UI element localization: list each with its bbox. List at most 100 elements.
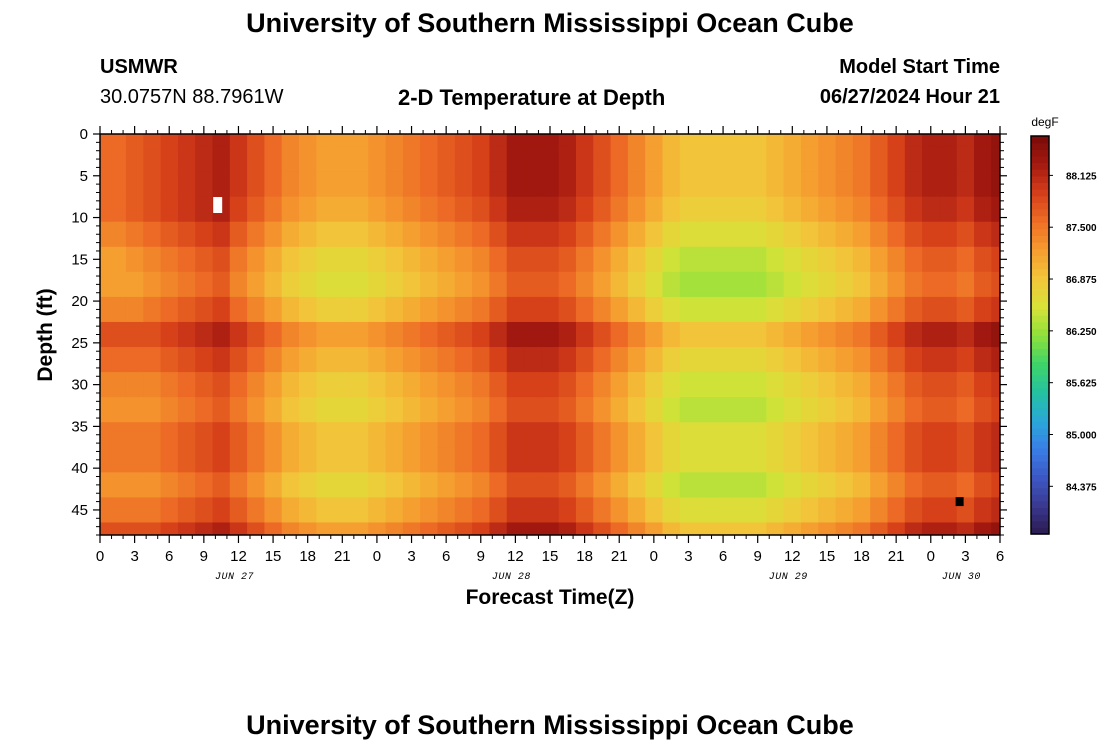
heatmap-cell: [195, 171, 214, 198]
heatmap-cell: [714, 372, 733, 398]
heatmap-cell: [766, 146, 785, 173]
heatmap-cell: [125, 271, 144, 298]
heatmap-cell: [281, 447, 300, 473]
heatmap-cell: [662, 146, 681, 173]
heatmap-cell: [264, 321, 283, 348]
colorbar-segment: [1031, 368, 1049, 376]
heatmap-cell: [818, 146, 837, 173]
heatmap-cell: [108, 497, 127, 524]
heatmap-cell: [281, 146, 300, 173]
heatmap-cell: [437, 321, 456, 348]
heatmap-cell: [160, 271, 179, 298]
heatmap-cell: [333, 171, 352, 198]
y-tick-label: 35: [71, 418, 88, 435]
heatmap-cell: [402, 196, 421, 223]
heatmap-cell: [506, 296, 525, 323]
heatmap-cell: [108, 472, 127, 499]
heatmap-cell: [870, 372, 889, 398]
heatmap-cell: [368, 497, 387, 524]
heatmap-cell: [974, 296, 992, 323]
heatmap-cell: [229, 347, 248, 373]
heatmap-cell: [143, 134, 162, 148]
heatmap-cell: [697, 134, 716, 148]
heatmap-cell: [437, 472, 456, 499]
heatmap-cell: [852, 134, 871, 148]
heatmap-cell: [904, 134, 923, 148]
heatmap-cell: [368, 447, 387, 473]
heatmap-cell: [679, 221, 698, 248]
heatmap-cell: [714, 321, 733, 348]
heatmap-cell: [731, 221, 750, 248]
heatmap-cell: [506, 522, 525, 535]
heatmap-cell: [247, 134, 266, 148]
heatmap-cell: [316, 347, 335, 373]
heatmap-cell: [472, 472, 491, 499]
heatmap-cell: [627, 246, 646, 273]
heatmap-cell: [679, 321, 698, 348]
heatmap-cell: [108, 171, 127, 198]
heatmap-cell: [350, 522, 369, 535]
heatmap-cell: [281, 171, 300, 198]
heatmap-cell: [247, 321, 266, 348]
heatmap-cell: [368, 271, 387, 298]
heatmap-cell: [749, 171, 767, 198]
heatmap-cell: [904, 171, 923, 198]
heatmap-cell: [333, 447, 352, 473]
heatmap-cell: [697, 321, 716, 348]
heatmap-cell: [679, 296, 698, 323]
heatmap-cell: [610, 271, 629, 298]
heatmap-cell: [541, 146, 560, 173]
colorbar-segment: [1031, 262, 1049, 270]
heatmap-cell: [575, 472, 594, 499]
heatmap-cell: [731, 321, 750, 348]
heatmap-cell: [662, 171, 681, 198]
heatmap-cell: [904, 146, 923, 173]
heatmap-cell: [177, 246, 196, 273]
heatmap-cell: [887, 347, 906, 373]
colorbar-segment: [1031, 288, 1049, 296]
heatmap-cell: [350, 171, 369, 198]
heatmap-cell: [108, 372, 127, 398]
heatmap-cell: [904, 372, 923, 398]
heatmap-cell: [956, 372, 975, 398]
heatmap-cell: [229, 296, 248, 323]
heatmap-cell: [679, 271, 698, 298]
heatmap-cell: [177, 321, 196, 348]
heatmap-cell: [904, 497, 923, 524]
heatmap-cell: [645, 146, 664, 173]
y-tick-label: 0: [80, 126, 88, 143]
heatmap-cell: [749, 372, 767, 398]
heatmap-cell: [420, 422, 439, 448]
heatmap-cell: [368, 171, 387, 198]
heatmap-cell: [714, 347, 733, 373]
heatmap-cell: [281, 347, 300, 373]
heatmap-cell: [800, 271, 819, 298]
heatmap-cell: [281, 321, 300, 348]
heatmap-cell: [368, 296, 387, 323]
heatmap-cell: [835, 397, 854, 423]
heatmap-cell: [766, 422, 785, 448]
heatmap-cell: [974, 447, 992, 473]
heatmap-cell: [281, 196, 300, 223]
heatmap-cell: [402, 397, 421, 423]
heatmap-cell: [627, 397, 646, 423]
x-tick-label: 3: [684, 548, 692, 565]
x-tick-label: 9: [477, 548, 485, 565]
heatmap-cell: [437, 347, 456, 373]
heatmap-cell: [195, 522, 214, 535]
heatmap-cell: [437, 146, 456, 173]
heatmap-cell: [177, 422, 196, 448]
heatmap-cell: [489, 397, 508, 423]
heatmap-cell: [852, 296, 871, 323]
heatmap-cell: [922, 221, 941, 248]
heatmap-cell: [558, 296, 577, 323]
heatmap-cell: [991, 397, 1000, 423]
heatmap-cell: [939, 171, 958, 198]
heatmap-cell: [870, 171, 889, 198]
heatmap-cell: [541, 134, 560, 148]
heatmap-cell: [454, 497, 473, 524]
heatmap-cell: [281, 221, 300, 248]
x-tick-label: 0: [96, 548, 104, 565]
heatmap-cell: [299, 321, 317, 348]
heatmap-cell: [489, 447, 508, 473]
